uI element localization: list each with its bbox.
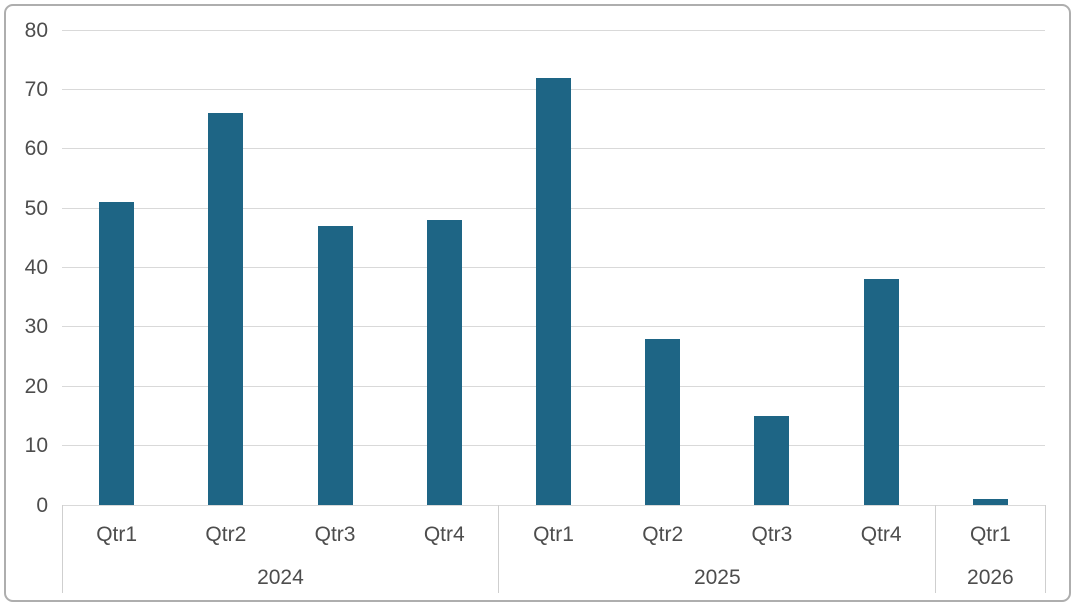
y-axis-tick-label: 30 [24, 315, 48, 339]
y-axis-tick-label: 40 [24, 256, 48, 279]
category-axis-separator-1 [498, 505, 500, 593]
category-axis-separator-0 [61, 505, 63, 593]
y-axis-tick-label: 20 [24, 374, 48, 398]
x-axis-year-label-2024: 2024 [257, 565, 304, 589]
y-axis-tick-label: 10 [24, 434, 48, 458]
chart-frame: 0 10 20 30 40 50 60 70 80 Qtr1 Qtr2 Qtr3 Qtr4 Qtr1 Qtr… [4, 4, 1071, 602]
x-axis-quarter-label: Qtr2 [205, 522, 247, 546]
x-axis-quarter-label: Qtr1 [969, 522, 1011, 546]
bar-1-qtr2 [208, 113, 244, 505]
y-axis-tick-label: 70 [24, 77, 48, 101]
gridline-0 [62, 504, 1045, 506]
bar-7-qtr4 [863, 279, 899, 505]
bar-0-qtr1 [99, 202, 135, 505]
x-axis-quarter-label: Qtr2 [642, 522, 684, 546]
category-axis-separator-3 [1044, 505, 1046, 593]
x-axis-quarter-label: Qtr1 [96, 522, 138, 546]
bar-2-qtr3 [317, 225, 353, 505]
x-axis-quarter-label: Qtr4 [423, 522, 465, 546]
x-axis-year-label-2026: 2026 [967, 565, 1014, 589]
y-axis-tick-label: 0 [36, 493, 48, 517]
bar-8-qtr1 [972, 499, 1008, 505]
y-axis-tick-label: 60 [24, 137, 48, 161]
x-axis-quarter-label: Qtr4 [860, 522, 902, 546]
bar-6-qtr3 [754, 415, 790, 505]
bar-5-qtr2 [645, 338, 681, 505]
plot-area: 0 10 20 30 40 50 60 70 80 Qtr1 Qtr2 Qtr3 Qtr4 Qtr1 Qtr… [6, 6, 1069, 600]
x-axis-quarter-label: Qtr1 [533, 522, 574, 546]
bar-4-qtr1 [536, 77, 571, 505]
category-axis-separator-2 [935, 505, 937, 593]
y-axis-tick-label: 50 [24, 196, 48, 220]
x-axis-quarter-label: Qtr3 [314, 522, 356, 546]
x-axis-year-label-2025: 2025 [693, 565, 741, 589]
x-axis-quarter-label: Qtr3 [751, 522, 793, 546]
bar-3-qtr4 [426, 220, 462, 505]
y-axis-tick-label: 80 [24, 18, 48, 42]
gridline-80 [62, 29, 1045, 31]
